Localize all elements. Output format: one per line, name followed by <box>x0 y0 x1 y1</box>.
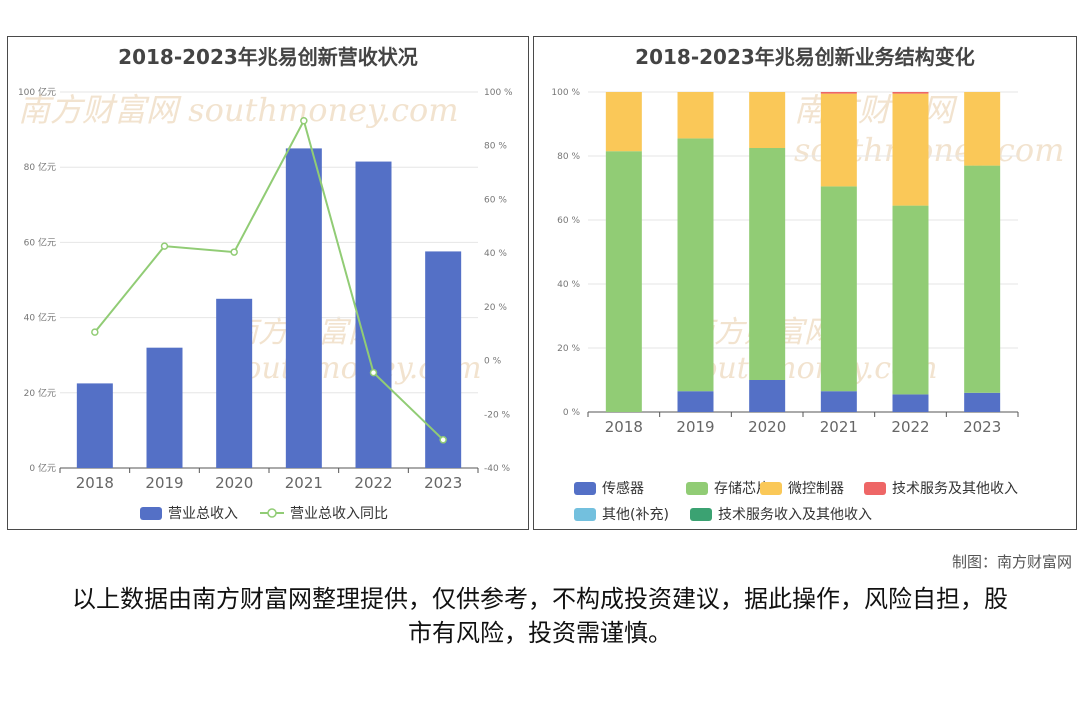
y-right-tick-label: 20 % <box>484 303 507 313</box>
y-left-tick-label: 40 亿元 <box>24 312 56 324</box>
stacked-bar-segment <box>964 392 1001 412</box>
yoy-point <box>300 116 308 125</box>
y-left-tick-label: 60 亿元 <box>24 236 56 248</box>
stacked-bar-segment <box>749 92 786 148</box>
yoy-point <box>230 248 238 256</box>
y-right-tick-label: 80 % <box>484 142 507 152</box>
stacked-bar-segment <box>605 92 642 152</box>
legend-swatch <box>690 508 712 521</box>
legend-swatch <box>864 482 886 495</box>
y-tick-label: 100 % <box>551 88 580 98</box>
y-tick-label: 0 % <box>563 408 581 418</box>
stacked-bar-segment <box>677 92 714 139</box>
legend-label-yoy: 营业总收入同比 <box>290 506 388 522</box>
x-tick-label: 2021 <box>285 474 323 492</box>
revenue-chart-title: 2018-2023年兆易创新营收状况 <box>118 45 418 69</box>
stacked-bar-segment <box>892 92 929 94</box>
y-left-tick-label: 0 亿元 <box>29 462 56 474</box>
y-right-tick-label: -20 % <box>484 410 511 420</box>
revenue-bar <box>216 298 253 468</box>
y-right-tick-label: -40 % <box>484 464 511 474</box>
stacked-bar-segment <box>605 151 642 412</box>
stacked-bar-segment <box>677 138 714 392</box>
legend-swatch <box>686 482 708 495</box>
y-tick-label: 40 % <box>557 280 580 290</box>
legend-label: 技术服务收入及其他收入 <box>718 507 872 523</box>
revenue-bar <box>425 251 462 468</box>
legend-label: 传感器 <box>602 480 644 497</box>
legend-label: 存储芯片 <box>714 481 770 497</box>
revenue-bar <box>285 148 322 468</box>
x-tick-label: 2018 <box>76 474 114 492</box>
x-tick-label: 2021 <box>820 418 858 436</box>
y-right-tick-label: 100 % <box>484 88 513 98</box>
y-tick-label: 20 % <box>557 344 580 354</box>
legend-swatch <box>574 482 596 495</box>
legend-label: 技术服务及其他收入 <box>892 481 1018 497</box>
legend-swatch <box>574 508 596 521</box>
legend-swatch-yoy-point <box>267 508 277 518</box>
legend-label-revenue: 营业总收入 <box>168 506 238 522</box>
stacked-bar-segment <box>749 380 786 412</box>
stacked-bar-segment <box>820 186 857 392</box>
x-tick-label: 2018 <box>605 418 643 436</box>
stacked-bar-segment <box>749 148 786 380</box>
stacked-bar-segment <box>964 92 1001 166</box>
x-tick-label: 2019 <box>145 474 183 492</box>
x-tick-label: 2019 <box>676 418 714 436</box>
revenue-bar <box>355 161 392 468</box>
y-right-tick-label: 0 % <box>484 357 502 367</box>
x-tick-label: 2022 <box>891 418 929 436</box>
stacked-bar-segment <box>964 165 1001 393</box>
legend-label: 其他(补充) <box>602 507 669 523</box>
disclaimer-text: 以上数据由南方财富网整理提供，仅供参考，不构成投资建议，据此操作，风险自担，股市… <box>72 585 1008 647</box>
chart-credit: 制图：南方财富网 <box>951 553 1072 571</box>
yoy-line <box>94 118 444 441</box>
y-tick-label: 60 % <box>557 216 580 226</box>
yoy-point <box>160 242 169 250</box>
revenue-chart-svg: 0 亿元 20 亿元 40 亿元 60 亿元 80 亿元 100 亿元 -40 % -20 %… <box>18 86 513 522</box>
x-tick-label: 2023 <box>424 474 462 492</box>
yoy-point <box>369 368 378 377</box>
x-tick-label: 2022 <box>354 474 392 492</box>
legend-swatch <box>760 482 782 495</box>
stacked-bar-segment <box>820 93 857 187</box>
revenue-chart-panel: 2018-2023年兆易创新营收状况 南方财富网 southmoney.com … <box>7 36 529 530</box>
structure-chart-title: 2018-2023年兆易创新业务结构变化 <box>635 45 975 69</box>
y-tick-label: 80 % <box>557 152 580 162</box>
yoy-point <box>91 328 99 336</box>
legend-swatch-revenue <box>140 507 162 520</box>
yoy-point <box>439 436 447 444</box>
y-left-tick-label: 100 亿元 <box>18 86 56 98</box>
x-tick-label: 2020 <box>748 418 786 436</box>
y-right-tick-label: 40 % <box>484 249 507 259</box>
stacked-bar-segment <box>677 391 714 412</box>
stacked-bar-segment <box>892 205 929 395</box>
structure-chart-svg: 0 % 20 % 40 % 60 % 80 % 100 % 2018 2019 2020 2021… <box>551 88 1019 523</box>
stacked-bar-segment <box>820 92 857 94</box>
y-left-tick-label: 20 亿元 <box>24 387 56 399</box>
revenue-bar <box>146 347 183 468</box>
x-tick-label: 2020 <box>215 474 253 492</box>
legend-label: 微控制器 <box>788 481 844 497</box>
y-left-tick-label: 80 亿元 <box>24 161 56 173</box>
stacked-bar-segment <box>820 391 857 412</box>
y-right-tick-label: 60 % <box>484 195 507 205</box>
x-tick-label: 2023 <box>963 418 1001 436</box>
revenue-bar <box>76 383 113 468</box>
stacked-bar-segment <box>892 394 929 412</box>
structure-chart-panel: 2018-2023年兆易创新业务结构变化 南方财富网 southmoney.co… <box>533 36 1077 530</box>
stacked-bar-segment <box>892 93 929 206</box>
